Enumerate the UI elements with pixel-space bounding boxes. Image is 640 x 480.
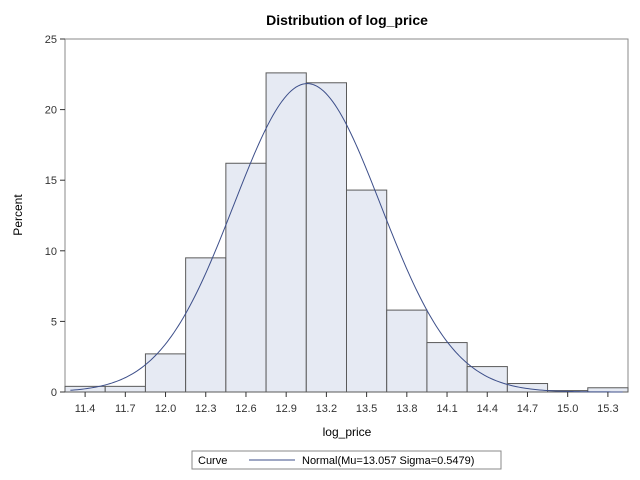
y-axis: 0 5 10 15 20 25 (45, 34, 65, 399)
x-tick-label-10: 14.4 (477, 403, 498, 415)
histogram-bar-9 (426, 342, 468, 393)
x-tick-label-12: 15.0 (557, 403, 578, 415)
x-tick-label-1: 11.7 (115, 403, 136, 415)
histogram-bar-3 (185, 257, 227, 393)
x-tick-label-4: 12.6 (235, 403, 256, 415)
histogram-bar-2 (144, 353, 187, 393)
histogram-bar-8 (386, 309, 428, 393)
legend-entry-label: Normal(Mu=13.057 Sigma=0.5479) (302, 455, 474, 467)
x-tick-label-3: 12.3 (195, 403, 216, 415)
histogram-bar-7 (346, 189, 388, 393)
y-tick-label-1: 5 (51, 316, 57, 328)
x-tick-label-11: 14.7 (517, 403, 538, 415)
x-tick-label-2: 12.0 (155, 403, 176, 415)
y-tick-label-0: 0 (51, 387, 57, 399)
x-tick-label-9: 14.1 (436, 403, 457, 415)
legend: Curve Normal(Mu=13.057 Sigma=0.5479) (191, 450, 502, 470)
y-tick-label-5: 25 (45, 34, 57, 46)
y-tick-label-3: 15 (45, 175, 57, 187)
x-tick-label-6: 13.2 (316, 403, 337, 415)
y-tick-label-2: 10 (45, 246, 57, 258)
histogram-bar-10 (466, 366, 508, 393)
histogram-bar-5 (265, 72, 307, 393)
y-axis-title: Percent (11, 194, 25, 236)
x-axis: 11.4 11.7 12.0 12.3 12.6 12.9 13.2 13.5 13.8 14.1… (75, 392, 619, 415)
chart-title: Distribution of log_price (266, 12, 428, 28)
normal-curve (70, 83, 623, 393)
x-axis-title: log_price (323, 425, 372, 439)
legend-box (191, 450, 502, 470)
histogram-bar-11 (506, 383, 549, 393)
x-tick-label-5: 12.9 (275, 403, 296, 415)
x-tick-label-13: 15.3 (597, 403, 618, 415)
x-tick-label-0: 11.4 (75, 403, 96, 415)
y-tick-label-4: 20 (45, 105, 57, 117)
bars-group (64, 72, 629, 393)
legend-title: Curve (198, 455, 227, 467)
x-tick-label-7: 13.5 (356, 403, 377, 415)
x-tick-label-8: 13.8 (396, 403, 417, 415)
histogram-bar-4 (225, 162, 267, 393)
histogram-bar-1 (104, 385, 146, 393)
histogram-bar-6 (305, 82, 347, 393)
